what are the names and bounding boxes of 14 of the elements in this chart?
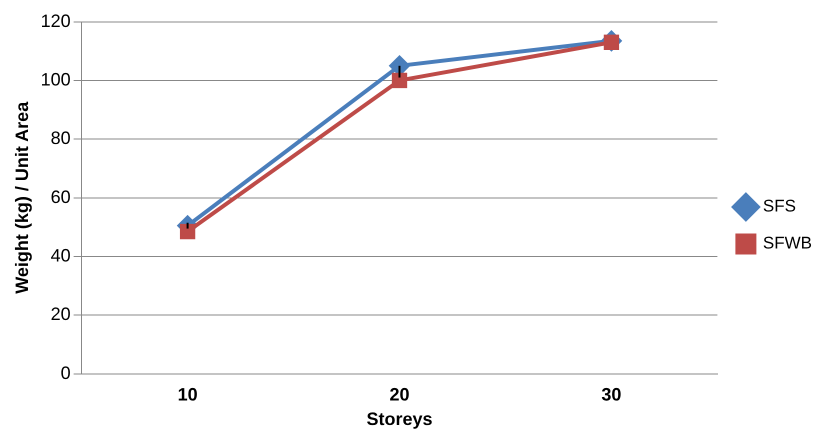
x-axis-title: Storeys bbox=[366, 409, 433, 430]
y-tick-label: 40 bbox=[50, 245, 71, 266]
y-tick-label: 0 bbox=[60, 362, 71, 383]
x-tick-label: 30 bbox=[601, 384, 622, 405]
y-tick-label: 20 bbox=[50, 304, 71, 324]
x-tick-label: 20 bbox=[389, 384, 410, 405]
y-tick-label: 80 bbox=[50, 128, 71, 148]
legend-label: SFWB bbox=[762, 234, 812, 253]
legend-label: SFS bbox=[762, 196, 796, 216]
y-axis-title: Weight (kg) / Unit Area bbox=[12, 100, 32, 294]
y-tick-label: 100 bbox=[40, 69, 71, 90]
y-tick-label: 60 bbox=[50, 186, 71, 207]
x-tick-label: 10 bbox=[178, 384, 198, 405]
y-tick-label: 120 bbox=[40, 10, 71, 31]
